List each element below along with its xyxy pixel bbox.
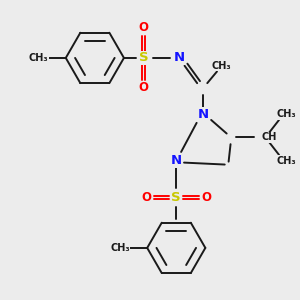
Text: O: O (141, 191, 151, 204)
Text: CH₃: CH₃ (277, 156, 297, 166)
Text: O: O (201, 191, 211, 204)
Text: CH: CH (262, 132, 277, 142)
Text: CH₃: CH₃ (110, 243, 130, 253)
Text: S: S (172, 191, 181, 204)
Text: S: S (139, 51, 148, 64)
Text: O: O (138, 21, 148, 34)
Text: CH₃: CH₃ (29, 53, 49, 63)
Text: O: O (138, 82, 148, 94)
Text: N: N (198, 108, 209, 121)
Text: N: N (174, 51, 185, 64)
Text: CH₃: CH₃ (277, 109, 297, 119)
Text: CH₃: CH₃ (211, 61, 231, 71)
Text: N: N (171, 154, 182, 167)
